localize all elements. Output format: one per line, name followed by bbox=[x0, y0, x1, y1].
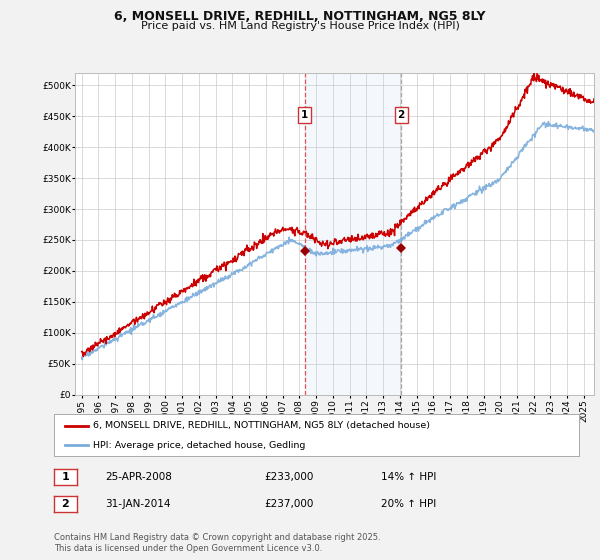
Text: 14% ↑ HPI: 14% ↑ HPI bbox=[381, 472, 436, 482]
Text: £233,000: £233,000 bbox=[264, 472, 313, 482]
Text: 2: 2 bbox=[62, 499, 69, 509]
Text: 2: 2 bbox=[398, 110, 405, 120]
Text: 31-JAN-2014: 31-JAN-2014 bbox=[105, 499, 170, 509]
Text: Contains HM Land Registry data © Crown copyright and database right 2025.
This d: Contains HM Land Registry data © Crown c… bbox=[54, 533, 380, 553]
Text: 1: 1 bbox=[62, 472, 69, 482]
Text: Price paid vs. HM Land Registry's House Price Index (HPI): Price paid vs. HM Land Registry's House … bbox=[140, 21, 460, 31]
Text: 1: 1 bbox=[301, 110, 308, 120]
Bar bbox=[305, 73, 401, 395]
Text: HPI: Average price, detached house, Gedling: HPI: Average price, detached house, Gedl… bbox=[94, 441, 306, 450]
Text: 6, MONSELL DRIVE, REDHILL, NOTTINGHAM, NG5 8LY (detached house): 6, MONSELL DRIVE, REDHILL, NOTTINGHAM, N… bbox=[94, 421, 430, 430]
Text: £237,000: £237,000 bbox=[264, 499, 313, 509]
Text: 25-APR-2008: 25-APR-2008 bbox=[105, 472, 172, 482]
Text: 20% ↑ HPI: 20% ↑ HPI bbox=[381, 499, 436, 509]
Text: 6, MONSELL DRIVE, REDHILL, NOTTINGHAM, NG5 8LY: 6, MONSELL DRIVE, REDHILL, NOTTINGHAM, N… bbox=[114, 10, 486, 23]
